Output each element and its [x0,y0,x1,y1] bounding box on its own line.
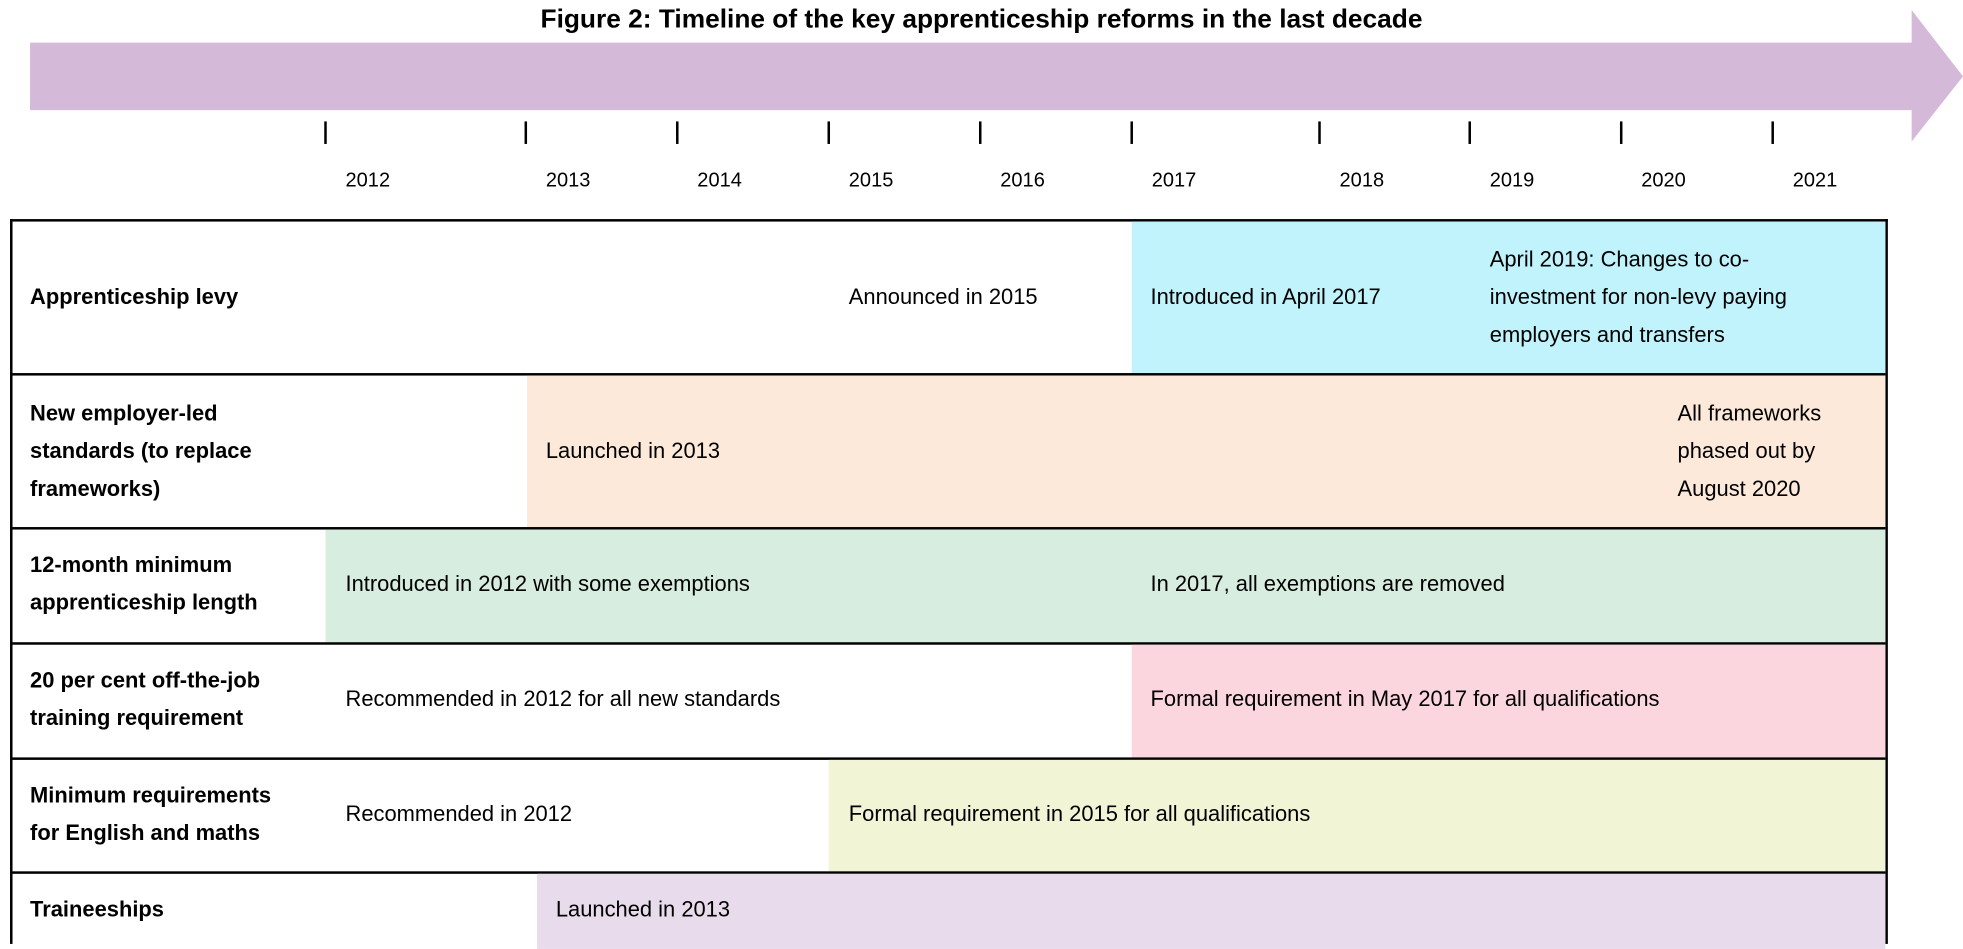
row-label: 12-month minimum apprenticeship length [30,552,258,615]
row: 20 per cent off-the-job training require… [12,642,1886,758]
tick [1468,121,1471,144]
note: All frameworks phased out by August 2020 [1677,400,1822,501]
row-label: New employer-led standards (to replace f… [30,400,252,501]
row-label: Traineeships [30,896,164,922]
note: Launched in 2013 [555,896,731,922]
cell-fill [527,375,1886,528]
note: Introduced in 2012 with some exemptions [345,570,750,596]
year-label: 2017 [1151,170,1197,192]
cell-fill [828,759,1886,872]
tick [1130,121,1133,144]
tick [524,121,528,144]
tick [978,121,982,144]
row: Traineeships Launched in 2013 [12,871,1886,949]
row: New employer-led standards (to replace f… [12,373,1886,528]
tick [827,121,831,144]
cell-fill [1131,644,1886,758]
note: Introduced in April 2017 [1150,284,1381,310]
tick [1771,121,1774,144]
note: Formal requirement in May 2017 for all q… [1150,686,1660,712]
year-label: 2018 [1339,170,1385,192]
note: Recommended in 2012 [345,801,573,827]
year-label: 2016 [1000,170,1045,192]
arrow [30,10,1963,142]
year-label: 2015 [848,170,894,192]
row: Apprenticeship levy Announced in 2015 In… [13,221,1886,374]
row: Minimum requirements for English and mat… [12,757,1886,872]
cell-fill [1131,221,1886,374]
year-label: 2012 [345,170,391,192]
note: Recommended in 2012 for all new standard… [345,686,781,712]
year-label: 2020 [1641,170,1686,192]
year-label: 2013 [545,170,591,192]
row: 12-month minimum apprenticeship length I… [12,527,1886,643]
year-label: 2014 [697,170,742,192]
row-label: 20 per cent off-the-job training require… [30,667,261,730]
note: Announced in 2015 [848,284,1038,310]
cell-fill [325,529,1886,643]
arrow-shape [30,10,1963,142]
tick [676,121,679,144]
year-label: 2021 [1792,170,1838,192]
year-label: 2019 [1489,170,1535,192]
note: Launched in 2013 [545,438,721,464]
cell-fill [537,873,1886,949]
row-label: Apprenticeship levy [30,284,239,310]
title: Figure 2: Timeline of the key apprentice… [540,5,1423,34]
note: In 2017, all exemptions are removed [1150,570,1505,596]
note: April 2019: Changes to co-investment for… [1489,246,1787,347]
table: Apprenticeship levy Announced in 2015 In… [10,219,1888,949]
row-label: Minimum requirements for English and mat… [30,782,272,846]
note: Formal requirement in 2015 for all quali… [848,801,1311,827]
tick [1619,121,1623,144]
tick [324,121,327,144]
tick [1318,121,1321,144]
